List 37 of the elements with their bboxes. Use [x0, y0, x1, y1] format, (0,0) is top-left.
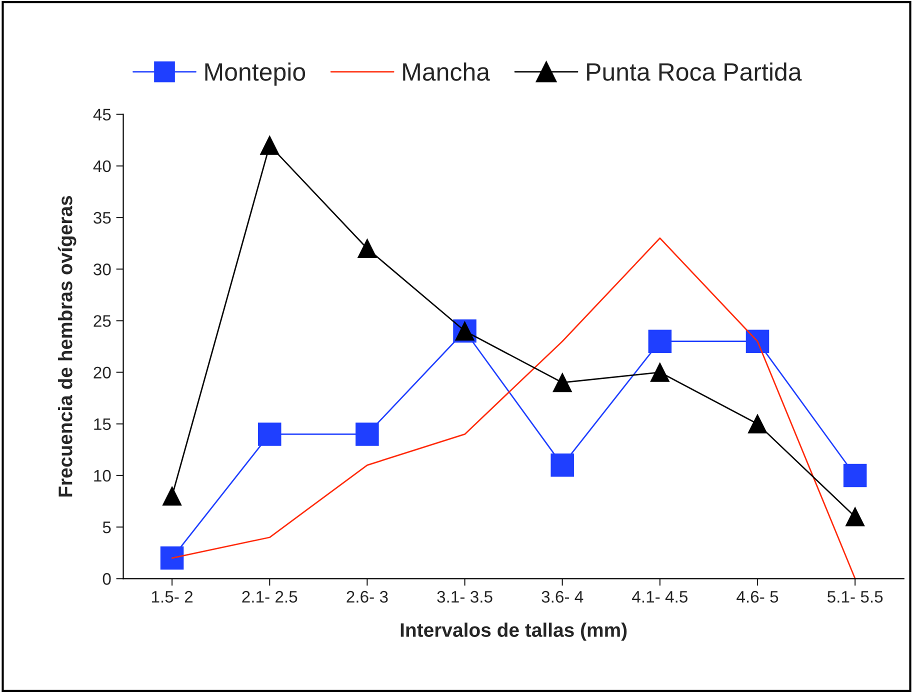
point — [846, 507, 865, 526]
x-tick-label: 4.6- 5 — [736, 590, 778, 603]
x-tick-label: 3.1- 3.5 — [437, 590, 492, 603]
x-tick-label: 3.6- 4 — [542, 590, 584, 603]
point — [358, 238, 377, 258]
y-tick-label: 35 — [94, 212, 111, 224]
x-tick-label: 4.1- 4.5 — [632, 591, 688, 603]
x-tick-label: 2.1- 2.5 — [242, 590, 298, 603]
legend-label: Punta Roca Partida — [587, 62, 802, 81]
point — [650, 362, 670, 382]
point — [552, 373, 572, 392]
x-tick-label: 2.6- 3 — [346, 590, 388, 603]
x-axis-title: Intervalos de tallas (mm) — [400, 622, 627, 641]
y-tick-label: 45 — [93, 108, 111, 121]
y-tick-label: 15 — [94, 418, 111, 430]
point — [843, 464, 867, 488]
x-tick-label: 1.5- 2 — [152, 590, 193, 603]
point — [356, 422, 379, 446]
y-tick-label: 5 — [102, 522, 111, 534]
y-tick-label: 40 — [93, 160, 111, 172]
y-tick-label: 0 — [102, 573, 111, 585]
y-tick-label: 30 — [94, 264, 111, 276]
point — [550, 454, 574, 477]
x-tick-label: 5.1- 5.5 — [827, 591, 883, 603]
y-tick-label: 20 — [94, 366, 111, 378]
point — [260, 136, 280, 155]
y-tick-label: 10 — [94, 470, 111, 482]
y-tick-label: 25 — [94, 315, 111, 327]
y-axis-title: Frecuencia de hembras ovígeras — [58, 196, 76, 496]
legend-label: Montepio — [205, 62, 306, 86]
point — [258, 422, 282, 446]
point — [748, 414, 768, 434]
point — [160, 546, 184, 570]
point — [162, 486, 182, 506]
point — [746, 330, 770, 353]
point — [648, 330, 672, 353]
legend-label: Mancha — [403, 62, 490, 81]
